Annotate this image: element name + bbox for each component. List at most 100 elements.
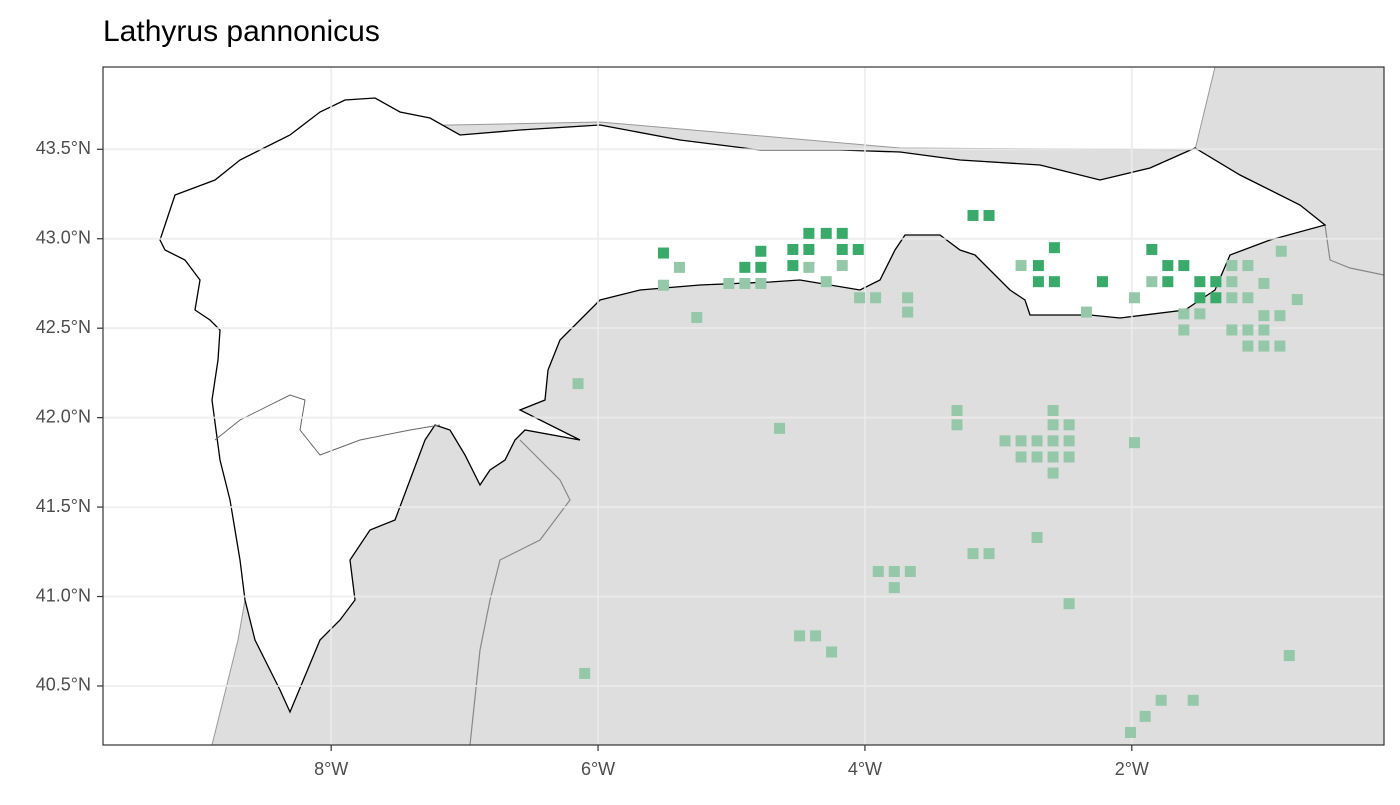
occurrence-point bbox=[1242, 260, 1254, 272]
occurrence-point bbox=[1178, 324, 1190, 336]
occurrence-point bbox=[1226, 276, 1238, 288]
occurrence-point bbox=[820, 276, 832, 288]
x-tick-label: 4°W bbox=[848, 759, 882, 779]
occurrence-point bbox=[810, 630, 822, 642]
x-tick-label: 8°W bbox=[314, 759, 348, 779]
occurrence-point bbox=[967, 209, 979, 221]
occurrence-point bbox=[1258, 277, 1270, 289]
panel-border bbox=[102, 66, 1385, 746]
occurrence-point bbox=[1162, 276, 1174, 288]
occurrence-point bbox=[820, 227, 832, 239]
occurrence-point bbox=[1063, 435, 1075, 447]
occurrence-point bbox=[951, 419, 963, 431]
occurrence-point bbox=[803, 261, 815, 273]
occurrence-point bbox=[1194, 292, 1206, 304]
occurrence-point bbox=[888, 565, 900, 577]
x-tick-label: 2°W bbox=[1115, 759, 1149, 779]
occurrence-point bbox=[1063, 598, 1075, 610]
occurrence-point bbox=[1063, 419, 1075, 431]
occurrence-point bbox=[836, 260, 848, 272]
y-tick-label: 40.5°N bbox=[36, 675, 91, 695]
occurrence-point bbox=[1048, 242, 1060, 254]
occurrence-point bbox=[1063, 451, 1075, 463]
occurrence-point bbox=[755, 245, 767, 257]
occurrence-point bbox=[870, 292, 882, 304]
occurrence-point bbox=[1015, 435, 1027, 447]
occurrence-point bbox=[803, 243, 815, 255]
occurrence-point bbox=[673, 261, 685, 273]
y-tick-label: 43.5°N bbox=[36, 138, 91, 158]
occurrence-point bbox=[1047, 435, 1059, 447]
occurrence-point bbox=[1258, 310, 1270, 322]
y-tick-label: 42.5°N bbox=[36, 317, 91, 337]
occurrence-point bbox=[872, 565, 884, 577]
occurrence-point bbox=[1047, 451, 1059, 463]
occurrence-point bbox=[836, 243, 848, 255]
occurrence-point bbox=[1015, 451, 1027, 463]
occurrence-point bbox=[794, 630, 806, 642]
occurrence-point bbox=[1128, 437, 1140, 449]
occurrence-point bbox=[1242, 324, 1254, 336]
y-tick-label: 43.0°N bbox=[36, 227, 91, 247]
occurrence-point bbox=[1032, 260, 1044, 272]
occurrence-point bbox=[657, 247, 669, 259]
x-tick-label: 6°W bbox=[581, 759, 615, 779]
occurrence-point bbox=[1291, 294, 1303, 306]
occurrence-point bbox=[1226, 324, 1238, 336]
occurrence-point bbox=[1048, 276, 1060, 288]
occurrence-point bbox=[836, 227, 848, 239]
occurrence-point bbox=[1139, 710, 1151, 722]
occurrence-point bbox=[967, 548, 979, 560]
occurrence-point bbox=[983, 548, 995, 560]
y-tick-label: 41.5°N bbox=[36, 496, 91, 516]
occurrence-point bbox=[1124, 726, 1136, 738]
occurrence-point bbox=[1047, 404, 1059, 416]
occurrence-point bbox=[1274, 340, 1286, 352]
occurrence-point bbox=[755, 261, 767, 273]
occurrence-point bbox=[755, 277, 767, 289]
occurrence-point bbox=[1146, 243, 1158, 255]
occurrence-point bbox=[1210, 276, 1222, 288]
occurrence-point bbox=[1210, 292, 1222, 304]
occurrence-point bbox=[1146, 276, 1158, 288]
occurrence-point bbox=[803, 227, 815, 239]
occurrence-point bbox=[1031, 531, 1043, 543]
occurrence-point bbox=[1283, 650, 1295, 662]
occurrence-point bbox=[774, 422, 786, 434]
occurrence-point bbox=[1015, 260, 1027, 272]
occurrence-point bbox=[691, 311, 703, 323]
occurrence-point bbox=[1242, 292, 1254, 304]
occurrence-point bbox=[787, 243, 799, 255]
occurrence-point bbox=[1226, 292, 1238, 304]
points bbox=[103, 67, 1384, 745]
y-tick-label: 42.0°N bbox=[36, 406, 91, 426]
occurrence-point bbox=[888, 582, 900, 594]
occurrence-point bbox=[723, 277, 735, 289]
occurrence-point bbox=[579, 667, 591, 679]
occurrence-point bbox=[1162, 260, 1174, 272]
occurrence-point bbox=[951, 404, 963, 416]
occurrence-point bbox=[1096, 276, 1108, 288]
occurrence-point bbox=[1031, 435, 1043, 447]
occurrence-point bbox=[1047, 467, 1059, 479]
occurrence-point bbox=[1226, 260, 1238, 272]
occurrence-point bbox=[1258, 324, 1270, 336]
map-title: Lathyrus pannonicus bbox=[103, 15, 380, 48]
occurrence-point bbox=[1128, 292, 1140, 304]
y-tick-label: 41.0°N bbox=[36, 585, 91, 605]
occurrence-point bbox=[739, 261, 751, 273]
occurrence-point bbox=[1032, 276, 1044, 288]
occurrence-point bbox=[1178, 308, 1190, 320]
occurrence-point bbox=[657, 279, 669, 291]
occurrence-point bbox=[904, 565, 916, 577]
internal-border bbox=[214, 394, 441, 456]
occurrence-point bbox=[1194, 276, 1206, 288]
occurrence-point bbox=[999, 435, 1011, 447]
land bbox=[159, 67, 1384, 745]
occurrence-point bbox=[983, 209, 995, 221]
occurrence-point bbox=[1187, 694, 1199, 706]
occurrence-point bbox=[1274, 310, 1286, 322]
border-line bbox=[469, 224, 1384, 745]
occurrence-point bbox=[902, 292, 914, 304]
